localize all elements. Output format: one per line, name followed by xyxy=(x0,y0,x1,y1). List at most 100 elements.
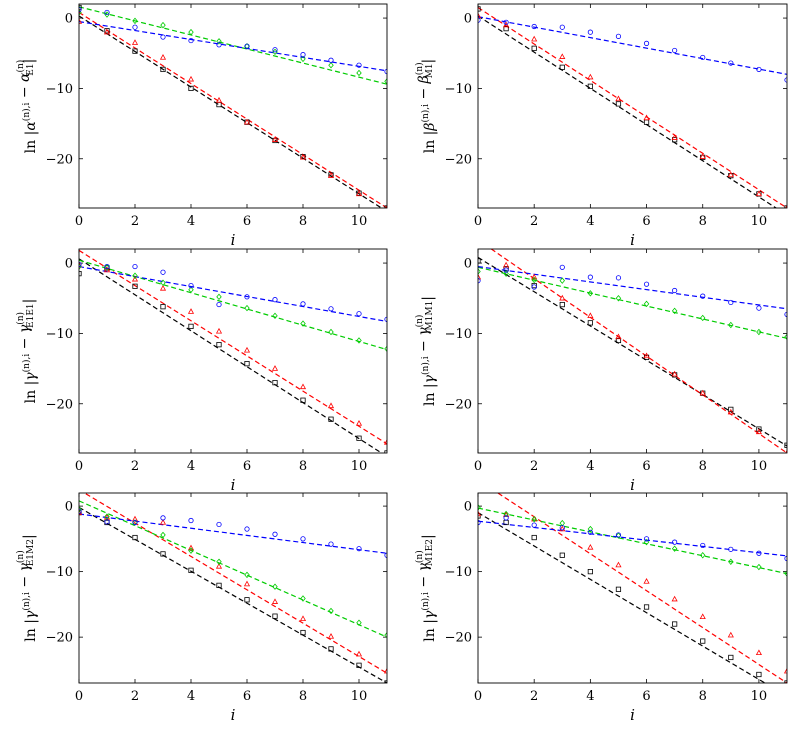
data-point xyxy=(643,352,650,359)
data-point xyxy=(103,266,111,273)
data-point xyxy=(699,389,706,396)
data-point xyxy=(327,172,335,178)
x-tick-label: 6 xyxy=(243,459,251,474)
fit-line xyxy=(79,265,387,323)
data-point xyxy=(103,28,111,35)
data-point xyxy=(244,597,250,603)
fit-line xyxy=(478,256,787,447)
axes-frame xyxy=(477,3,788,209)
data-point xyxy=(355,420,363,426)
data-point xyxy=(531,284,537,290)
x-tick-label: 0 xyxy=(474,459,482,474)
data-point xyxy=(244,294,250,300)
data-point xyxy=(587,312,594,319)
data-point xyxy=(783,667,787,674)
fit-line xyxy=(79,6,387,85)
y-axis-label: ln |β(n),i − β(n)M1| xyxy=(414,59,438,154)
data-point xyxy=(299,615,307,621)
data-point xyxy=(272,380,278,386)
panel-alpha-e1: 0 2 4 6 8 10 0 −10 −20 i ln |α(n),i − α(n)E1| xyxy=(15,3,388,249)
axes-frame xyxy=(477,248,788,454)
data-point xyxy=(700,314,706,322)
y-tick-label: −10 xyxy=(445,82,472,97)
data-point xyxy=(216,521,222,528)
data-point xyxy=(216,38,222,45)
data-point xyxy=(587,320,593,326)
data-point xyxy=(160,269,166,275)
plot-area xyxy=(79,493,387,683)
data-point xyxy=(503,21,510,28)
fit-line xyxy=(79,11,387,208)
data-point xyxy=(756,426,762,432)
data-point xyxy=(587,274,593,280)
data-point xyxy=(615,95,622,102)
data-point xyxy=(503,261,510,268)
x-axis-label: i xyxy=(231,231,236,249)
data-point xyxy=(587,29,593,35)
data-point xyxy=(671,134,678,140)
x-tick-label: 4 xyxy=(187,459,195,474)
plot-area xyxy=(478,493,787,683)
data-point xyxy=(531,35,538,42)
data-point xyxy=(272,613,278,619)
data-point xyxy=(300,301,306,307)
x-tick-label: 8 xyxy=(699,459,707,474)
data-point xyxy=(615,295,622,302)
data-point xyxy=(188,286,194,294)
data-point xyxy=(559,264,565,270)
data-point xyxy=(615,532,622,538)
x-tick-label: 2 xyxy=(530,689,538,704)
data-point xyxy=(503,19,509,25)
data-point xyxy=(244,43,250,49)
data-point xyxy=(531,534,537,541)
data-point xyxy=(244,526,250,532)
data-point xyxy=(503,270,509,277)
data-point xyxy=(587,529,593,535)
data-point xyxy=(328,646,334,652)
data-point xyxy=(756,550,762,556)
data-point xyxy=(587,543,594,550)
data-point xyxy=(531,282,537,289)
y-tick-label: −10 xyxy=(46,82,73,97)
data-point xyxy=(700,638,706,644)
data-point xyxy=(728,654,734,661)
data-point xyxy=(643,40,650,46)
y-tick-label: −10 xyxy=(445,327,472,342)
data-point xyxy=(478,510,482,517)
data-point xyxy=(672,539,678,545)
data-point xyxy=(531,23,537,30)
data-point xyxy=(643,114,650,121)
data-point xyxy=(700,293,706,299)
fit-line xyxy=(79,506,387,683)
y-tick-label: −10 xyxy=(46,565,73,580)
data-point xyxy=(531,276,537,284)
data-point xyxy=(299,153,307,160)
fit-line xyxy=(478,520,787,557)
data-point xyxy=(671,307,678,315)
data-point xyxy=(478,258,481,264)
data-point xyxy=(160,515,166,521)
data-point xyxy=(478,17,481,23)
x-tick-label: 10 xyxy=(751,214,768,229)
data-point xyxy=(271,598,279,604)
data-point xyxy=(478,504,481,511)
panel-gamma-m1m1: 0 2 4 6 8 10 0 −10 −20 i ln |γ(n),i − γ(n)M1M1| xyxy=(414,248,788,494)
data-point xyxy=(79,261,83,268)
data-point xyxy=(615,532,622,539)
data-point xyxy=(672,47,678,54)
data-point xyxy=(756,305,762,311)
x-tick-label: 6 xyxy=(642,214,650,229)
data-point xyxy=(559,277,565,284)
data-point xyxy=(784,333,787,341)
x-tick-label: 10 xyxy=(351,459,368,474)
data-point xyxy=(671,545,678,552)
data-point xyxy=(478,278,481,284)
data-point xyxy=(188,323,194,329)
y-axis-label: ln |α(n),i − α(n)E1| xyxy=(15,59,39,154)
data-point xyxy=(643,604,650,610)
data-point xyxy=(216,293,222,301)
data-point xyxy=(643,536,650,542)
data-point xyxy=(299,383,307,390)
data-point xyxy=(216,342,222,348)
